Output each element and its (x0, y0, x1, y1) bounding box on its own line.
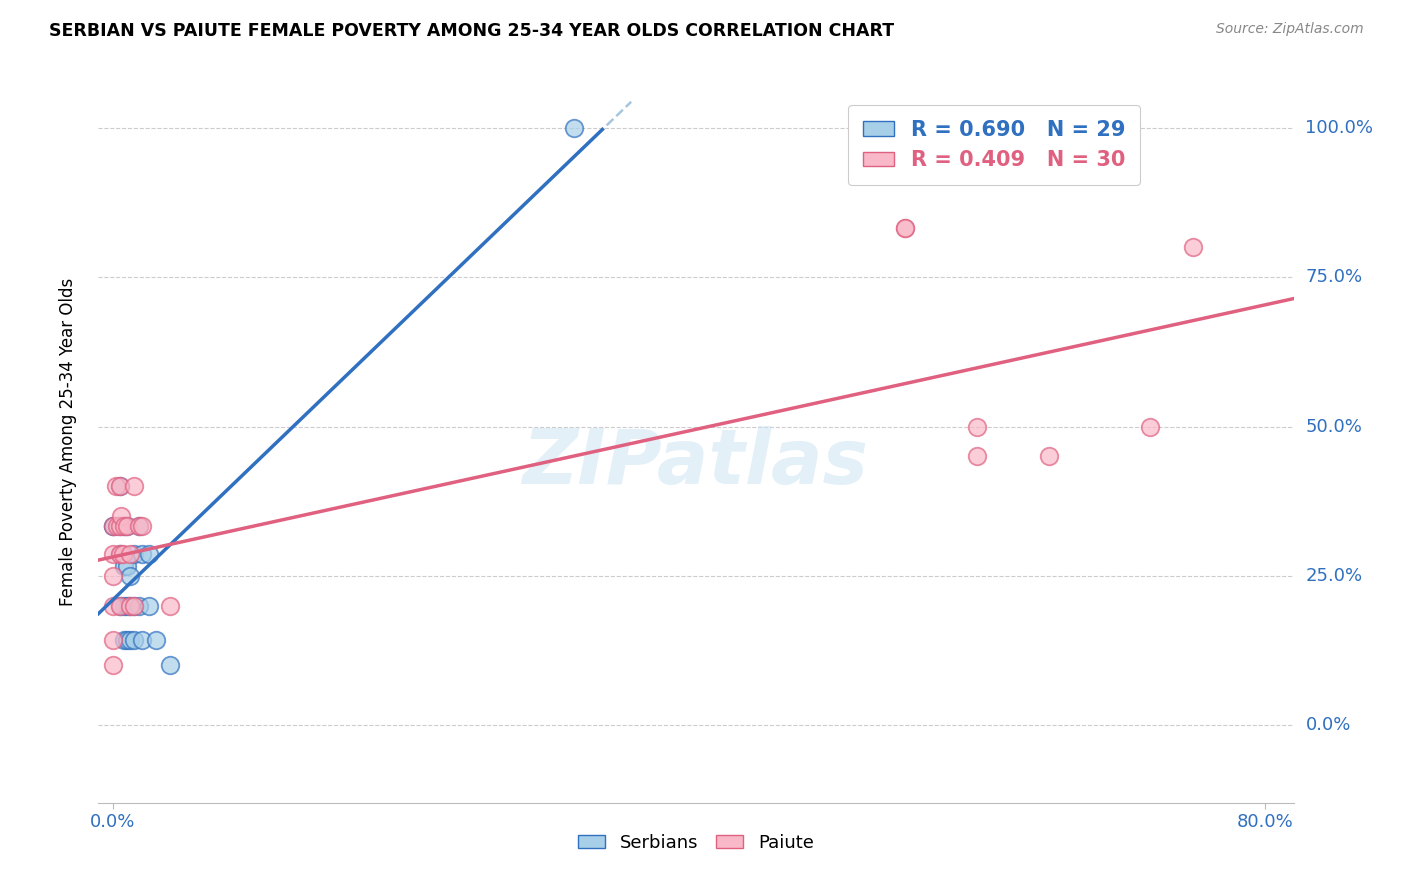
Point (966, 419, 988, 434)
Text: 100.0%: 100.0% (1306, 119, 1374, 137)
Point (108, 519, 131, 533)
Point (131, 548, 153, 562)
Point (112, 632, 135, 647)
Point (124, 599, 146, 613)
Text: SERBIAN VS PAIUTE FEMALE POVERTY AMONG 25-34 YEAR OLDS CORRELATION CHART: SERBIAN VS PAIUTE FEMALE POVERTY AMONG 2… (49, 22, 894, 40)
Point (893, 220, 915, 235)
Point (101, 519, 124, 533)
Point (124, 599, 146, 613)
Point (104, 479, 127, 493)
Point (115, 632, 138, 647)
Point (120, 632, 142, 647)
Point (138, 599, 160, 613)
Point (159, 658, 181, 673)
Point (145, 632, 167, 647)
Point (124, 548, 146, 562)
Text: 0.0%: 0.0% (1306, 716, 1351, 734)
Point (108, 548, 131, 562)
Point (128, 519, 150, 533)
Point (159, 599, 181, 613)
Point (108, 599, 131, 613)
Point (131, 519, 153, 533)
Text: 50.0%: 50.0% (1306, 417, 1362, 435)
Point (101, 658, 124, 673)
Point (1181, 240, 1204, 254)
Y-axis label: Female Poverty Among 25-34 Year Olds: Female Poverty Among 25-34 Year Olds (59, 277, 77, 606)
Point (101, 548, 124, 562)
Text: 75.0%: 75.0% (1306, 268, 1362, 286)
Text: 25.0%: 25.0% (1306, 567, 1362, 585)
Point (120, 548, 142, 562)
Point (124, 479, 146, 493)
Point (108, 599, 131, 613)
Point (120, 569, 142, 583)
Point (110, 509, 132, 524)
Point (124, 632, 146, 647)
Point (111, 548, 134, 562)
Point (120, 599, 142, 613)
Point (138, 548, 160, 562)
Point (128, 519, 150, 533)
Point (131, 632, 153, 647)
Point (115, 558, 138, 573)
Point (112, 519, 135, 533)
Point (120, 599, 142, 613)
Point (112, 519, 135, 533)
Point (101, 569, 124, 583)
Point (108, 519, 131, 533)
Point (893, 220, 915, 235)
Point (101, 632, 124, 647)
Point (1139, 419, 1161, 434)
Point (112, 558, 135, 573)
Point (108, 479, 131, 493)
Point (115, 599, 138, 613)
Text: Source: ZipAtlas.com: Source: ZipAtlas.com (1216, 22, 1364, 37)
Point (115, 519, 138, 533)
Text: ZIPatlas: ZIPatlas (523, 426, 869, 500)
Point (101, 599, 124, 613)
Point (112, 599, 135, 613)
Point (108, 548, 131, 562)
Point (108, 479, 131, 493)
Point (101, 519, 124, 533)
Point (1038, 450, 1060, 464)
Point (115, 519, 138, 533)
Point (101, 519, 124, 533)
Point (105, 519, 128, 533)
Point (128, 599, 150, 613)
Point (562, 121, 585, 136)
Point (966, 450, 988, 464)
Legend: Serbians, Paiute: Serbians, Paiute (571, 826, 821, 859)
